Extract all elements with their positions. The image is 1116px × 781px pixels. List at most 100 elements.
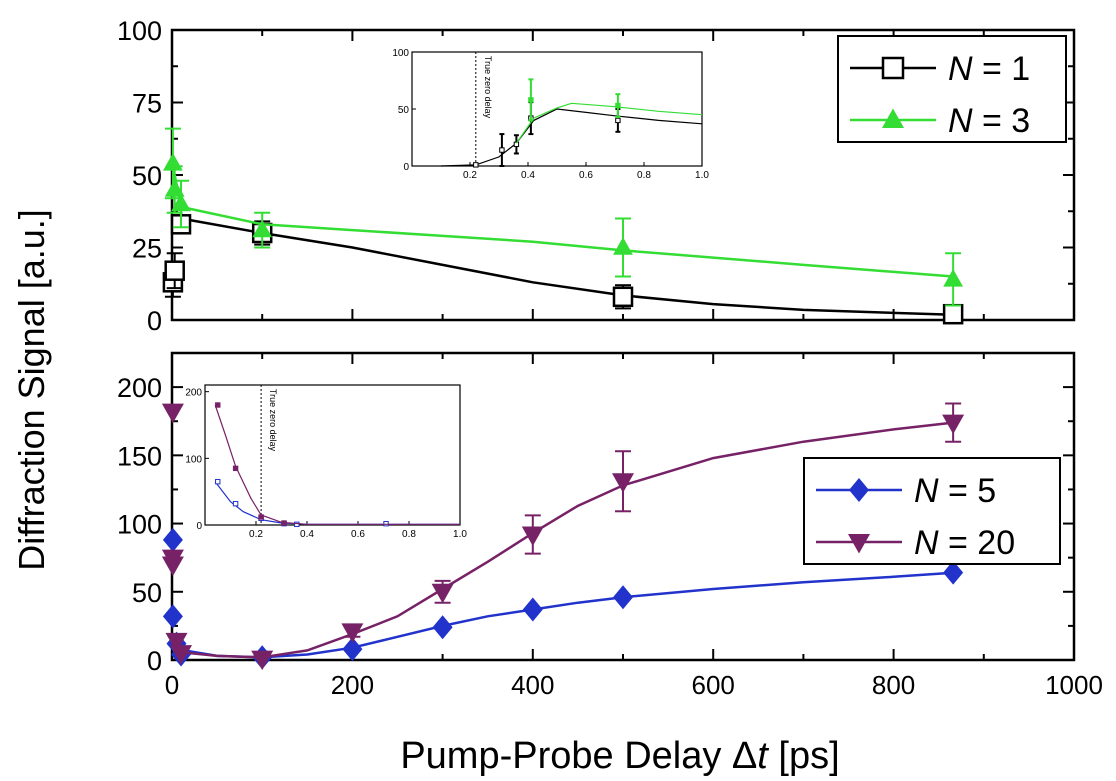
data-point: [161, 556, 184, 576]
legend-marker: [881, 56, 905, 80]
inset-series-1: [515, 78, 703, 144]
y-axis-label: Diffraction Signal [a.u.]: [11, 209, 52, 571]
top-inset: 0.2 0.4 0.6 0.8 1.0 0 50 100 True zero delay: [392, 48, 709, 181]
data-point: [942, 303, 964, 325]
legend-label-var: N: [914, 524, 939, 562]
data-point: [162, 527, 183, 552]
bottom-legend: N = 5 N = 20: [803, 457, 1061, 565]
x-tick-label: 1000: [1045, 670, 1103, 700]
data-point: [613, 237, 633, 255]
legend-label-var: N: [948, 50, 973, 88]
data-point: [170, 645, 193, 665]
inset-x-tick-label: 0.2: [463, 170, 477, 181]
legend-label: N = 1: [948, 50, 1030, 88]
inset-x-tick-label: 0.6: [579, 170, 593, 181]
inset-frame: [204, 384, 461, 526]
data-point: [432, 615, 453, 640]
inset-data-point: [383, 520, 389, 527]
legend-label-value: = 5: [939, 472, 997, 510]
legend-label-var: N: [948, 102, 973, 140]
series-1: [163, 127, 964, 307]
y-tick-label: 100: [117, 16, 162, 46]
data-point: [431, 583, 454, 604]
data-point: [252, 219, 273, 238]
inset-fit-line: [214, 404, 460, 525]
y-tick-label: 0: [147, 646, 162, 676]
data-point: [612, 473, 634, 493]
legend-label-var: N: [914, 472, 939, 510]
series-fit-line: [173, 174, 954, 278]
x-tick-label: 0: [165, 670, 179, 700]
inset-y-tick-label: 100: [185, 454, 202, 465]
inset-x-tick-label: 0.4: [300, 529, 314, 540]
y-tick-label: 50: [132, 161, 162, 191]
data-point: [613, 585, 633, 610]
inset-x-tick-label: 0.8: [402, 529, 416, 540]
y-tick-label: 25: [132, 234, 162, 264]
inset-data-point: [258, 514, 264, 520]
data-point: [942, 414, 965, 435]
x-tick-label: 600: [692, 670, 735, 700]
data-point: [521, 526, 544, 546]
inset-x-tick-label: 0.4: [521, 170, 535, 181]
legend-label: N = 5: [914, 472, 996, 510]
y-tick-label: 100: [117, 510, 162, 540]
zero-delay-label: True zero delay: [483, 56, 493, 119]
inset-data-point: [615, 117, 621, 124]
series-fit-line: [180, 217, 954, 317]
inset-x-tick-label: 1.0: [453, 529, 467, 540]
inset-data-point: [215, 478, 221, 485]
inset-x-tick-label: 0.2: [249, 529, 263, 540]
inset-data-point: [473, 162, 479, 168]
y-tick-label: 50: [132, 578, 162, 608]
inset-x-tick-label: 1.0: [695, 170, 709, 181]
series-0: [162, 214, 964, 325]
data-point: [162, 604, 183, 629]
data-point: [164, 260, 185, 281]
data-point: [251, 650, 274, 671]
inset-data-point: [281, 520, 287, 526]
data-point: [171, 193, 191, 212]
data-point: [612, 286, 634, 308]
inset-data-point: [528, 97, 534, 103]
legend-box: [803, 457, 1061, 565]
x-tick-label: 400: [511, 670, 554, 700]
legend-label-value: = 3: [973, 102, 1031, 140]
legend-marker: [848, 534, 870, 554]
series-0: [162, 527, 964, 670]
legend-label-value: = 1: [973, 50, 1031, 88]
top-panel: 0 25 50 75 100: [117, 16, 1076, 336]
inset-x-tick-label: 0.6: [351, 529, 365, 540]
inset-data-point: [215, 402, 221, 408]
top-legend: N = 1N = 3: [837, 35, 1067, 143]
inset-data-point: [499, 147, 505, 153]
inset-series-1: [214, 402, 460, 526]
y-tick-label: 150: [117, 441, 162, 471]
y-tick-label: 200: [117, 373, 162, 403]
zero-delay-label: True zero delay: [268, 389, 278, 452]
x-tick-label: 800: [872, 670, 915, 700]
inset-data-point: [513, 141, 520, 148]
x-axis-label-italic: t: [757, 735, 769, 777]
legend-box: [837, 35, 1067, 143]
legend-label: N = 20: [914, 524, 1015, 562]
inset-y-tick-label: 200: [185, 388, 202, 399]
x-axis-label-delta: Δ: [732, 735, 757, 777]
y-tick-label: 0: [147, 306, 162, 336]
inset-data-point: [615, 102, 621, 109]
legend-marker: [849, 478, 869, 502]
inset-y-tick-label: 0: [403, 162, 409, 173]
data-point: [165, 632, 188, 653]
inset-y-tick-label: 0: [196, 521, 202, 532]
y-tick-label: 75: [132, 89, 162, 119]
data-point: [943, 269, 964, 287]
x-tick-label: 200: [331, 670, 374, 700]
x-axis-label: Pump-Probe Delay Δt [ps]: [400, 735, 839, 777]
series-1: [161, 402, 965, 671]
series-fit-line: [176, 421, 954, 659]
inset-data-point: [294, 521, 300, 528]
legend-label: N = 3: [948, 102, 1030, 140]
legend-marker: [882, 108, 904, 128]
